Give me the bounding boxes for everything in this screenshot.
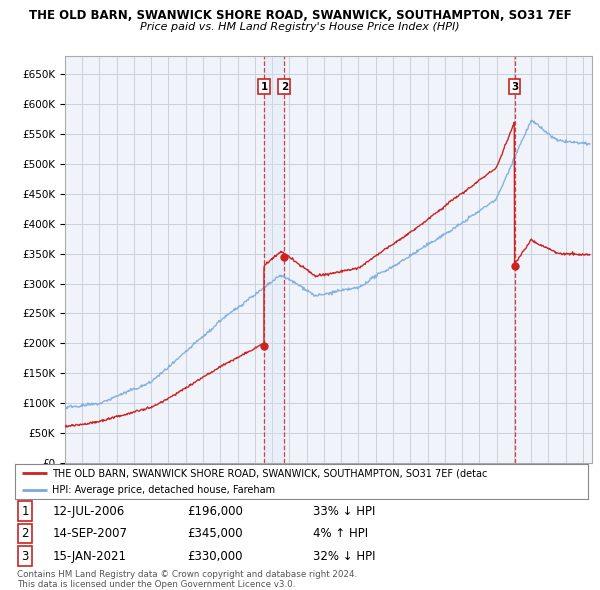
Text: 3: 3 (22, 549, 29, 562)
Text: 33% ↓ HPI: 33% ↓ HPI (313, 505, 376, 518)
Bar (264, 56, 284, 463)
Text: £330,000: £330,000 (187, 549, 242, 562)
Text: 14-SEP-2007: 14-SEP-2007 (52, 527, 127, 540)
Text: THE OLD BARN, SWANWICK SHORE ROAD, SWANWICK, SOUTHAMPTON, SO31 7EF: THE OLD BARN, SWANWICK SHORE ROAD, SWANW… (29, 9, 571, 22)
Text: 3: 3 (511, 81, 518, 91)
Text: 1: 1 (260, 81, 268, 91)
Text: 2: 2 (281, 81, 288, 91)
Text: HPI: Average price, detached house, Fareham: HPI: Average price, detached house, Fare… (52, 486, 275, 496)
Text: 4% ↑ HPI: 4% ↑ HPI (313, 527, 368, 540)
Text: £196,000: £196,000 (187, 505, 243, 518)
Text: 12-JUL-2006: 12-JUL-2006 (52, 505, 124, 518)
Text: 15-JAN-2021: 15-JAN-2021 (52, 549, 126, 562)
Text: THE OLD BARN, SWANWICK SHORE ROAD, SWANWICK, SOUTHAMPTON, SO31 7EF (detac: THE OLD BARN, SWANWICK SHORE ROAD, SWANW… (52, 468, 488, 478)
Text: 32% ↓ HPI: 32% ↓ HPI (313, 549, 376, 562)
Text: £345,000: £345,000 (187, 527, 242, 540)
Text: Price paid vs. HM Land Registry's House Price Index (HPI): Price paid vs. HM Land Registry's House … (140, 22, 460, 32)
Text: Contains HM Land Registry data © Crown copyright and database right 2024.
This d: Contains HM Land Registry data © Crown c… (17, 570, 357, 589)
Text: 1: 1 (22, 505, 29, 518)
Text: 2: 2 (22, 527, 29, 540)
